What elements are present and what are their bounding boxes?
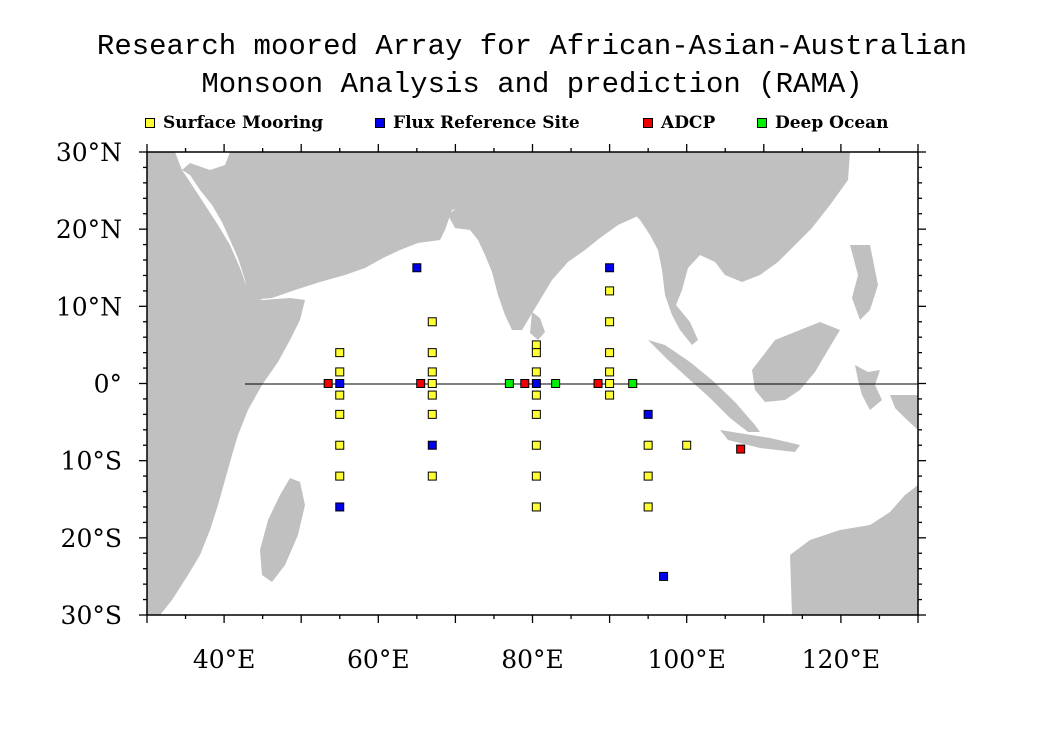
surface-mooring-marker <box>427 471 437 481</box>
surface-mooring-marker <box>427 379 437 388</box>
surface-mooring-marker <box>605 286 615 296</box>
land-java <box>720 430 800 452</box>
map-title-line1: Research moored Array for African-Asian-… <box>96 30 968 63</box>
surface-mooring-marker <box>605 379 615 388</box>
surface-mooring-marker <box>427 409 437 419</box>
surface-mooring-marker <box>335 471 345 481</box>
flux-reference-marker <box>427 440 437 450</box>
land-philippines <box>850 245 878 320</box>
legend-label: ADCP <box>661 113 716 133</box>
lat-tick-label: 20°N <box>56 215 122 244</box>
lon-tick-label: 120°E <box>802 645 880 674</box>
surface-mooring-marker <box>531 348 541 358</box>
adcp-marker <box>520 379 530 388</box>
land-arabia <box>182 152 480 300</box>
flux-reference-marker <box>531 379 541 388</box>
legend-label: Surface Mooring <box>163 113 324 133</box>
flux-reference-marker <box>659 571 669 581</box>
land-sulawesi <box>855 365 882 410</box>
axis-tick-labels: 40°E 60°E 80°E 100°E 120°E 30°N 20°N 10°N 0° 10°S… <box>56 138 880 674</box>
surface-mooring-marker <box>643 502 653 512</box>
legend-item-deep: Deep Ocean <box>757 113 889 133</box>
deep-ocean-marker <box>504 379 514 388</box>
adcp-swatch <box>643 118 653 128</box>
mooring-markers <box>323 263 746 581</box>
lon-tick-label: 60°E <box>347 645 410 674</box>
lat-tick-label: 30°S <box>61 601 122 630</box>
surface-mooring-marker <box>335 390 345 400</box>
adcp-marker <box>323 379 333 388</box>
surface-mooring-marker <box>427 367 437 377</box>
surface-mooring-marker <box>335 367 345 377</box>
surface-mooring-marker <box>427 390 437 400</box>
lon-tick-label: 40°E <box>193 645 256 674</box>
adcp-marker <box>736 444 746 454</box>
lon-tick-label: 80°E <box>501 645 564 674</box>
map-title-line2: Monsoon Analysis and prediction (RAMA) <box>201 68 863 101</box>
lat-tick-label: 30°N <box>56 138 122 167</box>
land-se-asia <box>630 152 850 345</box>
surface-mooring-marker <box>335 409 345 419</box>
surface-mooring-marker <box>335 440 345 450</box>
deep-ocean-marker <box>551 379 561 388</box>
legend: Surface Mooring Flux Reference Site ADCP… <box>0 113 1044 137</box>
surface-mooring-marker <box>427 317 437 327</box>
land-sri-lanka <box>530 312 545 340</box>
surface-mooring-marker <box>682 440 692 450</box>
land-madagascar <box>260 478 305 582</box>
lat-tick-label: 0° <box>94 370 122 399</box>
legend-item-flux: Flux Reference Site <box>375 113 580 133</box>
surface-mooring-swatch <box>145 118 155 128</box>
axis-ticks <box>139 144 926 623</box>
deep-ocean-marker <box>628 379 638 388</box>
legend-item-surface: Surface Mooring <box>145 113 323 133</box>
surface-mooring-marker <box>531 390 541 400</box>
land-australia <box>790 485 918 615</box>
surface-mooring-marker <box>427 348 437 358</box>
land-masses <box>147 152 918 615</box>
surface-mooring-marker <box>643 471 653 481</box>
surface-mooring-marker <box>335 348 345 358</box>
surface-mooring-marker <box>605 317 615 327</box>
flux-reference-marker <box>643 409 653 419</box>
surface-mooring-marker <box>605 348 615 358</box>
land-new-guinea <box>890 395 918 430</box>
surface-mooring-marker <box>605 390 615 400</box>
lat-tick-label: 10°N <box>56 292 122 321</box>
flux-reference-marker <box>605 263 615 273</box>
deep-ocean-swatch <box>757 118 767 128</box>
flux-reference-marker <box>335 502 345 512</box>
lat-tick-label: 10°S <box>61 447 122 476</box>
surface-mooring-marker <box>531 409 541 419</box>
surface-mooring-marker <box>605 367 615 377</box>
lon-tick-label: 100°E <box>647 645 725 674</box>
surface-mooring-marker <box>531 367 541 377</box>
surface-mooring-marker <box>531 471 541 481</box>
adcp-marker <box>416 379 426 388</box>
surface-mooring-marker <box>531 340 541 350</box>
flux-reference-marker <box>335 379 345 388</box>
land-sumatra <box>648 340 760 432</box>
adcp-marker <box>593 379 603 388</box>
land-borneo <box>752 322 840 402</box>
flux-reference-marker <box>412 263 422 273</box>
surface-mooring-marker <box>643 440 653 450</box>
flux-reference-swatch <box>375 118 385 128</box>
surface-mooring-marker <box>531 440 541 450</box>
surface-mooring-marker <box>531 502 541 512</box>
lat-tick-label: 20°S <box>61 524 122 553</box>
legend-label: Flux Reference Site <box>393 113 580 133</box>
legend-item-adcp: ADCP <box>643 113 715 133</box>
legend-label: Deep Ocean <box>775 113 889 133</box>
land-africa <box>147 152 305 615</box>
